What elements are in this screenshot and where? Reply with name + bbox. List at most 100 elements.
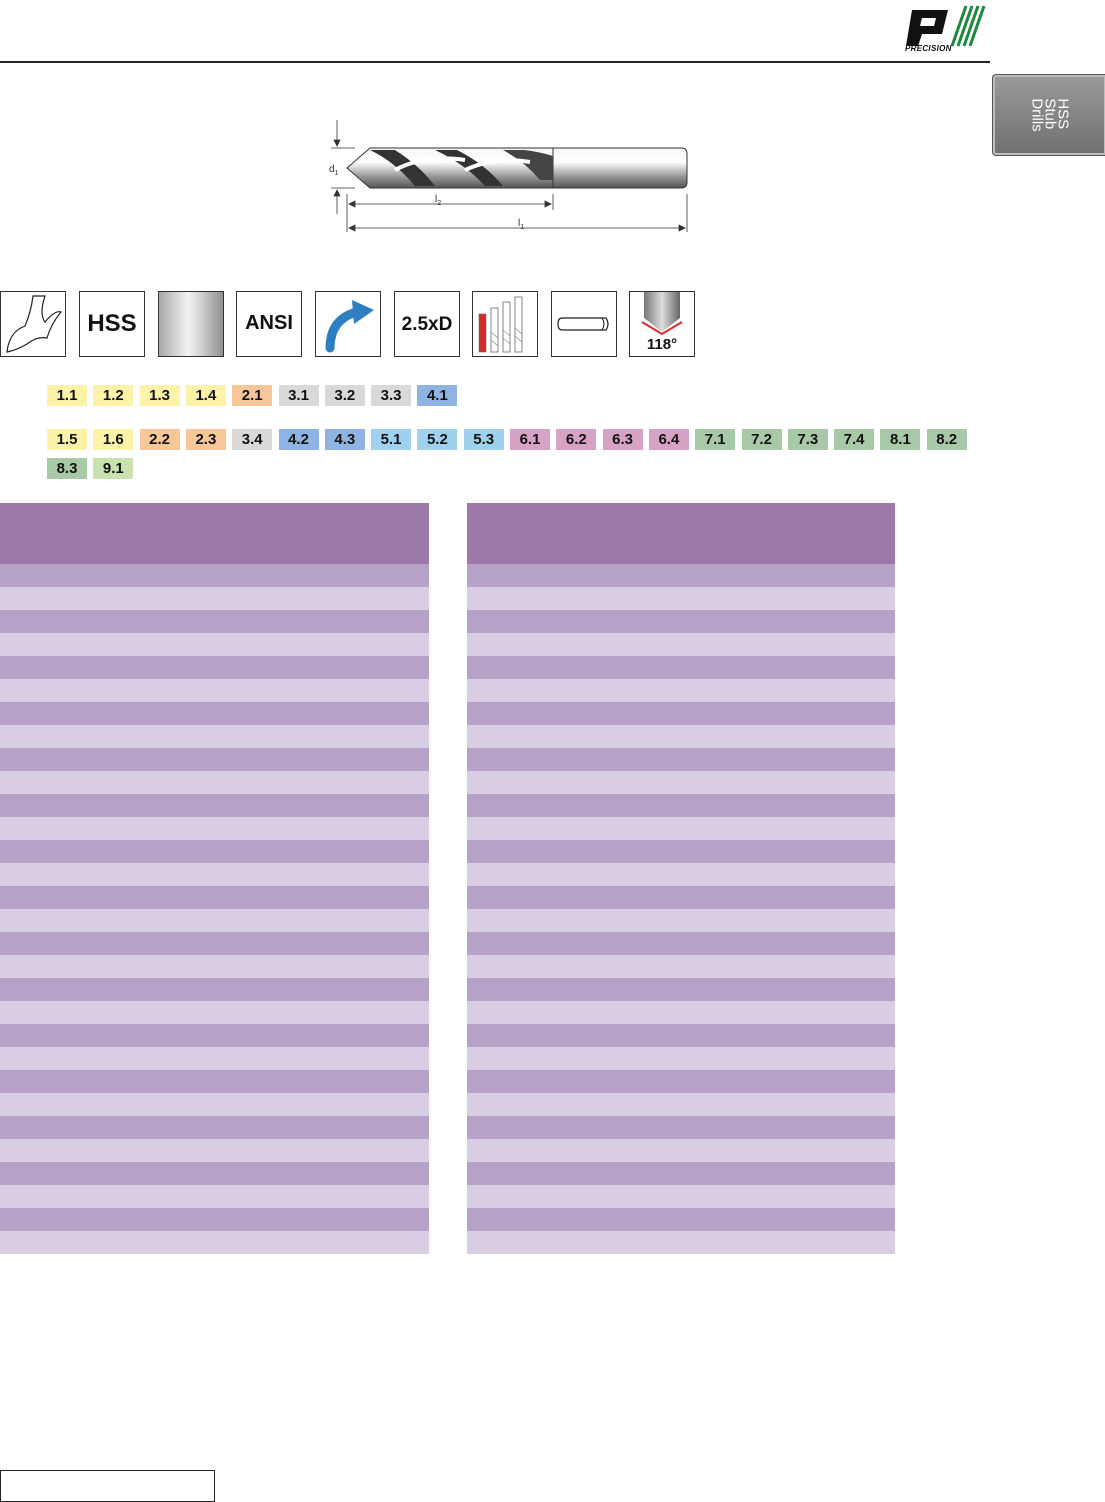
material-group-chip: 3.3 (371, 385, 412, 406)
table-row (467, 1047, 895, 1070)
side-tab-hss-stub-drills[interactable]: HSS Stub Drills (992, 74, 1105, 156)
table-row (0, 1093, 429, 1116)
svg-text:l1: l1 (518, 218, 524, 231)
material-group-chip: 8.3 (47, 458, 87, 479)
hss-icon: HSS (79, 291, 145, 357)
table-row (467, 1093, 895, 1116)
table-row (0, 1208, 429, 1231)
table-row (467, 863, 895, 886)
table-row (0, 725, 429, 748)
table-row (467, 978, 895, 1001)
material-group-chip: 2.1 (232, 385, 273, 406)
straight-shank-icon (551, 291, 617, 357)
table-row (0, 886, 429, 909)
material-group-chip: 3.4 (232, 429, 273, 450)
material-group-chip: 1.5 (47, 429, 87, 450)
table-row (467, 886, 895, 909)
table-row (0, 1139, 429, 1162)
material-group-chip: 5.3 (463, 429, 504, 450)
table-row (0, 748, 429, 771)
table-row (0, 564, 429, 587)
table-row (0, 1024, 429, 1047)
table-row (467, 932, 895, 955)
table-row (0, 1231, 429, 1254)
material-group-chip: 2.2 (139, 429, 180, 450)
svg-text:l2: l2 (435, 194, 441, 207)
material-group-chip: 8.1 (880, 429, 921, 450)
material-group-chip: 1.2 (93, 385, 134, 406)
table-row (0, 1116, 429, 1139)
table-row (467, 1185, 895, 1208)
table-row (467, 840, 895, 863)
material-group-chip: 4.3 (324, 429, 365, 450)
material-group-chip: 3.1 (278, 385, 319, 406)
table-row (467, 633, 895, 656)
table-row (0, 1070, 429, 1093)
material-group-chip: 8.2 (926, 429, 967, 450)
table-row (0, 794, 429, 817)
size-table-right (467, 503, 895, 1254)
header-rule (0, 61, 990, 63)
table-row (0, 1185, 429, 1208)
material-group-chip: 6.2 (556, 429, 597, 450)
table-row (467, 702, 895, 725)
table-row (0, 702, 429, 725)
drilling-depth-icon: 2.5xD (394, 291, 460, 357)
drill-lengths-icon (472, 291, 538, 357)
table-row (467, 817, 895, 840)
table-row (467, 1024, 895, 1047)
table-row (0, 656, 429, 679)
material-group-chip: 5.2 (417, 429, 458, 450)
table-row (467, 909, 895, 932)
material-group-chip: 1.1 (47, 385, 87, 406)
diameter-label: d (329, 164, 335, 175)
material-group-chip: 6.1 (510, 429, 550, 450)
material-group-chip: 7.1 (695, 429, 736, 450)
side-tab-label: HSS Stub Drills (1028, 98, 1071, 132)
material-group-chip: 6.4 (648, 429, 689, 450)
material-group-chip: 5.1 (371, 429, 412, 450)
material-group-chip: 7.4 (834, 429, 875, 450)
ansi-icon: ANSI (236, 291, 302, 357)
table-row (0, 633, 429, 656)
right-hand-spiral-icon (315, 291, 381, 357)
table-header (467, 503, 895, 564)
table-row (0, 771, 429, 794)
svg-text:d1: d1 (329, 164, 339, 177)
table-row (0, 909, 429, 932)
bright-finish-icon (158, 291, 224, 357)
material-group-chip: 1.3 (139, 385, 180, 406)
material-group-chip: 7.2 (741, 429, 782, 450)
material-group-chip: 3.2 (324, 385, 365, 406)
table-row (467, 1001, 895, 1024)
table-row (467, 1162, 895, 1185)
precision-logo-icon (906, 5, 986, 47)
material-group-chip: 1.6 (93, 429, 134, 450)
material-group-chip: 4.1 (417, 385, 458, 406)
material-group-chip: 4.2 (278, 429, 319, 450)
table-row (467, 564, 895, 587)
overall-length-label: l (518, 218, 520, 229)
table-row (0, 840, 429, 863)
table-row (0, 1047, 429, 1070)
table-row (467, 1208, 895, 1231)
table-row (0, 1162, 429, 1185)
size-table-left (0, 503, 429, 1254)
table-row (0, 978, 429, 1001)
table-row (467, 1116, 895, 1139)
table-row (0, 610, 429, 633)
material-group-chip: 1.4 (185, 385, 226, 406)
table-header (0, 503, 429, 564)
material-group-chip: 7.3 (787, 429, 828, 450)
material-group-chip: 2.3 (185, 429, 226, 450)
table-row (467, 587, 895, 610)
table-row (467, 725, 895, 748)
flute-profile-icon (0, 291, 66, 357)
material-group-chip: 6.3 (602, 429, 643, 450)
point-angle-icon: 118° (629, 291, 695, 357)
table-row (0, 817, 429, 840)
table-row (467, 1070, 895, 1093)
table-row (467, 656, 895, 679)
table-row (467, 1231, 895, 1254)
table-row (467, 748, 895, 771)
